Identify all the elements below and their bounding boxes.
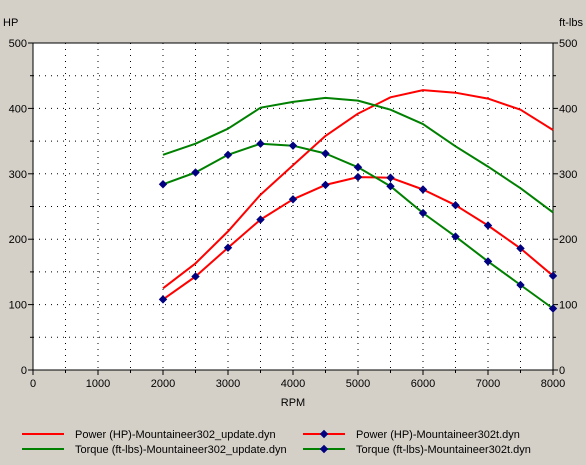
- y-tick-label-left: 100: [9, 300, 27, 312]
- y-tick-label-right: 0: [559, 365, 565, 377]
- y-tick-label-right: 300: [559, 169, 577, 181]
- y-tick-label-left: 300: [9, 169, 27, 181]
- x-tick-label: 3000: [216, 378, 240, 390]
- data-point: [418, 208, 428, 218]
- data-point: [191, 168, 200, 177]
- legend-item: Torque (ft-lbs)-Mountaineer302t.dyn: [303, 444, 531, 456]
- legend-label: Torque (ft-lbs)-Mountaineer302_update.dy…: [75, 444, 287, 456]
- data-point: [256, 139, 265, 148]
- legend-label: Power (HP)-Mountaineer302t.dyn: [356, 429, 520, 441]
- x-tick-label: 5000: [346, 378, 370, 390]
- y-tick-label-right: 100: [559, 300, 577, 312]
- data-point: [353, 163, 363, 172]
- data-point: [191, 272, 200, 281]
- y-tick-label-left: 400: [9, 103, 27, 115]
- x-tick-label: 8000: [541, 378, 565, 390]
- legend-item: Power (HP)-Mountaineer302_update.dyn: [22, 429, 276, 441]
- legend-label: Power (HP)-Mountaineer302_update.dyn: [75, 429, 276, 441]
- x-tick-label: 4000: [281, 378, 305, 390]
- x-tick-label: 1000: [86, 378, 110, 390]
- series-lines: [158, 89, 558, 313]
- x-tick-label: 6000: [411, 378, 435, 390]
- data-point: [516, 280, 525, 290]
- data-point: [158, 180, 168, 189]
- data-point: [548, 271, 558, 281]
- y-tick-label-right: 500: [559, 38, 577, 50]
- data-point: [516, 244, 525, 253]
- y-tick-label-right: 400: [559, 103, 577, 115]
- data-point: [223, 150, 233, 160]
- series-line-1: [162, 89, 554, 290]
- legend-label: Torque (ft-lbs)-Mountaineer302t.dyn: [356, 444, 531, 456]
- x-tick-label: 7000: [476, 378, 500, 390]
- legend-marker: [319, 429, 329, 439]
- data-point: [451, 232, 460, 241]
- data-point: [483, 221, 493, 230]
- data-point: [223, 243, 233, 252]
- y-tick-label-left: 500: [9, 38, 27, 50]
- y-axis-left-title: HP: [3, 17, 18, 29]
- y-tick-label-left: 200: [9, 234, 27, 246]
- data-point: [548, 304, 558, 313]
- data-point: [418, 185, 428, 194]
- legend-item: Power (HP)-Mountaineer302t.dyn: [303, 429, 520, 441]
- y-tick-label-left: 0: [21, 365, 27, 377]
- legend: Power (HP)-Mountaineer302_update.dyn Torq…: [22, 429, 531, 456]
- grid-lines: [33, 43, 553, 370]
- series-line-2: [162, 96, 554, 214]
- data-point: [386, 182, 395, 191]
- legend-item: Torque (ft-lbs)-Mountaineer302_update.dy…: [22, 444, 287, 456]
- data-point: [321, 149, 330, 158]
- y-tick-label-right: 200: [559, 234, 577, 246]
- data-point: [353, 172, 363, 182]
- x-tick-label: 2000: [151, 378, 175, 390]
- y-axis-right-title: ft-lbs: [559, 17, 583, 29]
- data-point: [256, 215, 265, 224]
- data-point: [483, 257, 493, 266]
- x-tick-label: 0: [30, 378, 36, 390]
- x-axis-title: RPM: [281, 397, 305, 409]
- data-point: [386, 173, 395, 182]
- data-point: [158, 295, 168, 304]
- data-point: [288, 195, 298, 204]
- data-point: [451, 200, 460, 210]
- legend-marker: [319, 444, 329, 454]
- data-point: [321, 180, 330, 190]
- data-point: [288, 141, 298, 150]
